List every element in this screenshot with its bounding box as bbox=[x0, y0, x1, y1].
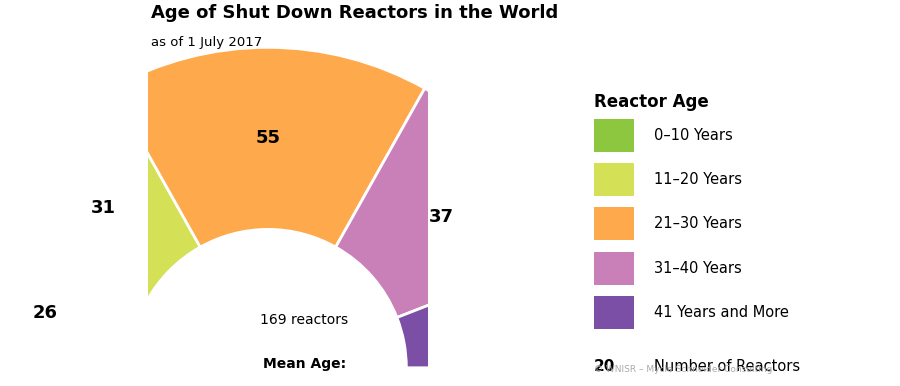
Text: 41 Years and More: 41 Years and More bbox=[653, 305, 788, 320]
Text: 0–10 Years: 0–10 Years bbox=[653, 128, 733, 142]
Text: 20: 20 bbox=[594, 359, 615, 374]
Text: © WNISR – Mycle Schneider Consulting: © WNISR – Mycle Schneider Consulting bbox=[594, 366, 772, 374]
Text: Mean Age:: Mean Age: bbox=[263, 357, 346, 371]
Text: 37: 37 bbox=[428, 208, 454, 226]
Text: 26: 26 bbox=[32, 304, 58, 322]
Text: 31–40 Years: 31–40 Years bbox=[653, 261, 742, 276]
FancyBboxPatch shape bbox=[594, 119, 634, 151]
Text: 31: 31 bbox=[91, 199, 116, 217]
Text: Reactor Age: Reactor Age bbox=[594, 93, 708, 111]
Wedge shape bbox=[0, 219, 146, 368]
FancyBboxPatch shape bbox=[594, 252, 634, 285]
Text: 11–20 Years: 11–20 Years bbox=[653, 172, 742, 187]
FancyBboxPatch shape bbox=[594, 296, 634, 329]
FancyBboxPatch shape bbox=[594, 207, 634, 240]
Text: 20: 20 bbox=[481, 317, 506, 334]
Text: 55: 55 bbox=[256, 129, 281, 147]
Text: Number of Reactors: Number of Reactors bbox=[653, 359, 800, 374]
Text: 21–30 Years: 21–30 Years bbox=[653, 217, 742, 231]
Text: 169 reactors: 169 reactors bbox=[260, 313, 348, 327]
Circle shape bbox=[130, 229, 406, 386]
Text: as of 1 July 2017: as of 1 July 2017 bbox=[151, 36, 263, 49]
Wedge shape bbox=[0, 88, 201, 303]
Wedge shape bbox=[397, 251, 589, 368]
Wedge shape bbox=[336, 88, 566, 318]
Wedge shape bbox=[112, 47, 425, 247]
Text: Age of Shut Down Reactors in the World: Age of Shut Down Reactors in the World bbox=[151, 3, 559, 22]
FancyBboxPatch shape bbox=[594, 163, 634, 196]
